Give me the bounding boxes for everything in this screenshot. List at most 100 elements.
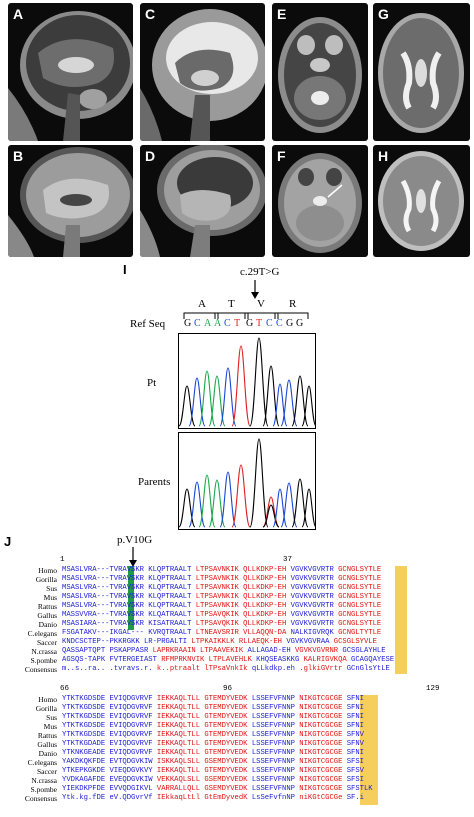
species-label: C.elegans <box>27 758 57 767</box>
species-label: Sus <box>46 584 57 593</box>
mri-sagittal-image-c <box>140 9 265 141</box>
alignment-row: MSASLVRA---TVRAVSKR KLQPTRAALT LTPSAVNKI… <box>62 602 382 610</box>
mri-panel-e: E <box>272 3 368 141</box>
trace-peak <box>178 385 196 427</box>
trace-label-parents: Parents <box>138 476 171 488</box>
codon-label-1: A <box>198 298 206 310</box>
alignment-row: Ytk.kg.fDE eV.QDGvrVf IEkkaqLtLl GtEmDyv… <box>62 794 364 802</box>
species-label: Saccer <box>37 638 57 647</box>
mri-axial-image-f <box>278 153 362 253</box>
ref-base: G <box>246 318 254 329</box>
panel-label-i: I <box>123 262 127 277</box>
trace-peak <box>280 379 298 427</box>
alignment-row: MSASLVRA---TVRAVSKR KLQPTRAALT LTPSAVNKI… <box>62 566 382 574</box>
trace-peak <box>188 481 206 528</box>
ref-base: T <box>234 318 241 329</box>
trace-peak <box>231 345 251 427</box>
position-number-96: 96 <box>223 685 233 693</box>
panel-label-a: A <box>13 6 24 22</box>
alignment-row: YTKTKGDSDE EVIQDGVRVF IEKKAQLTLL GTEMDYV… <box>62 713 364 721</box>
trace-label-pt: Pt <box>147 377 157 389</box>
alignment-row: KNDCSCTEP--PKKRGKK LR-PRGALTI LTPKAIKKLK… <box>62 638 377 646</box>
alignment-row: YVDKAGAFDE EVEQDGVKIW VEKKAQLSLL GSEMDYV… <box>62 776 364 784</box>
ref-base: A <box>214 318 222 329</box>
ref-base: C <box>224 318 231 329</box>
species-label: Gorilla <box>35 575 57 584</box>
mri-axial-image-g <box>378 13 464 133</box>
trace-peak <box>208 375 226 427</box>
variant-column-highlight <box>128 566 134 630</box>
trace-peak <box>208 479 226 528</box>
species-label: Consensus <box>24 665 57 674</box>
codon-label-4: R <box>289 298 297 310</box>
species-label: Saccer <box>37 767 57 776</box>
mri-panel-d: D <box>140 145 265 257</box>
trace-peak <box>272 383 288 427</box>
trace-peak <box>262 365 280 427</box>
alignment-row: FSGATAKV---IKGAL--- KVRQTRAALT LTNEAVSRI… <box>62 629 382 637</box>
alignment-row: MSASIARA---TVRAVSKR KISATRAALT LTPSAVQKI… <box>62 620 382 628</box>
conserved-column-highlight-2 <box>360 695 378 805</box>
mri-sagittal-image-d <box>140 145 265 257</box>
species-label: Rattus <box>37 731 57 740</box>
panel-label-c: C <box>145 6 156 22</box>
ref-base: G <box>286 318 294 329</box>
species-label: Danio <box>38 749 57 758</box>
alignment-row: QASSAPTQPT PSKAPPASR LAPRKRAAIN LTPAAVEK… <box>62 647 386 655</box>
position-number-66: 66 <box>60 685 70 693</box>
mutation-arrow-icon <box>251 280 259 299</box>
species-label: N.crassa <box>31 647 57 656</box>
trace-peak <box>291 478 309 528</box>
conserved-column-highlight-1 <box>395 566 407 674</box>
trace-peak <box>219 471 237 528</box>
alignment-row: YTKNKGEADE EVIQDGVRVF IEKKAQLTLL GTEMDYV… <box>62 749 364 757</box>
alignment-row: YAKDKQKFDE EVTQDGVKIW ISKKAQLSLL GSEMDYV… <box>62 758 364 766</box>
trace-peak <box>249 438 269 528</box>
alignment-row: m..s..ra.. .tvravs.r. k..ptraalt lTPsaVn… <box>62 665 390 673</box>
ref-base: C <box>276 318 283 329</box>
species-label: S.pombe <box>30 785 57 794</box>
trace-peak <box>262 504 280 528</box>
ref-base: A <box>204 318 212 329</box>
chromatogram-parents <box>178 432 317 530</box>
species-label: Danio <box>38 620 57 629</box>
alignment-row: MASSVVRA---TVRAVSKR KLQATRAALT LTPSAVQKI… <box>62 611 382 619</box>
alignment-row: YTKTKGDSDE EVIQDGVRVF IEKKAQLTLL GTEMDYV… <box>62 704 364 712</box>
ref-base: G <box>296 318 304 329</box>
alignment-row: YTKEPKGKDE VIEQDGVKVY IEKKAQLTLL GTEMDYV… <box>62 767 364 775</box>
ref-base: C <box>194 318 201 329</box>
species-label: Consensus <box>24 794 57 803</box>
mutation-label: c.29T>G <box>240 266 280 278</box>
species-label: C.elegans <box>27 629 57 638</box>
species-label: Gallus <box>37 611 57 620</box>
species-label: Homo <box>38 695 57 704</box>
trace-peak <box>280 482 298 528</box>
trace-peak <box>231 464 251 528</box>
alignment-row: MSASLVRA---TVRAVSKR KLQPTRAALT LTPSAVNKI… <box>62 575 382 583</box>
ref-base: G <box>184 318 192 329</box>
mri-axial-image-h <box>378 151 464 251</box>
alignment-row: MSASLVRA---TVRAVSKR KLQPTRAALT LTPSAVNKI… <box>62 584 382 592</box>
mri-panel-g: G <box>373 3 470 141</box>
codon-label-2: T <box>228 298 235 310</box>
position-number-1: 1 <box>60 556 65 564</box>
trace-peak <box>198 370 216 427</box>
panel-label-j: J <box>4 534 12 549</box>
ref-seq-label: Ref Seq <box>130 318 166 330</box>
mri-panel-a: A <box>8 3 133 141</box>
species-label: Mus <box>43 722 57 731</box>
alignment-row: YIEKDKPFDE EVVQDGIKVL VARRALLQLL GSEMDYV… <box>62 785 373 793</box>
mri-panel-h: H <box>373 145 470 257</box>
species-label: Gallus <box>37 740 57 749</box>
alignment-row: MSASLVRA---TVRAVSKR KLQPTRAALT LTPSAVNKI… <box>62 593 382 601</box>
trace-peak <box>249 337 269 427</box>
mri-panel-f: F <box>272 145 368 257</box>
alignment-row: YTKTKGDSDE EVIQDGVRVF IEKKAQLTLL GTEMDYV… <box>62 695 364 703</box>
codon-brackets <box>183 312 309 319</box>
species-label: Rattus <box>37 602 57 611</box>
alignment-row: YTKTKGDSDE EVIQDGVRVF IEKKAQLTLL GTEMDYV… <box>62 722 364 730</box>
mri-axial-image-e <box>278 17 362 133</box>
alignment-row: YTKTKGDADE EVIQDGVRVF IEKKAQLTLL GTEMDYV… <box>62 740 364 748</box>
position-number-37: 37 <box>283 556 293 564</box>
ref-base: T <box>256 318 263 329</box>
